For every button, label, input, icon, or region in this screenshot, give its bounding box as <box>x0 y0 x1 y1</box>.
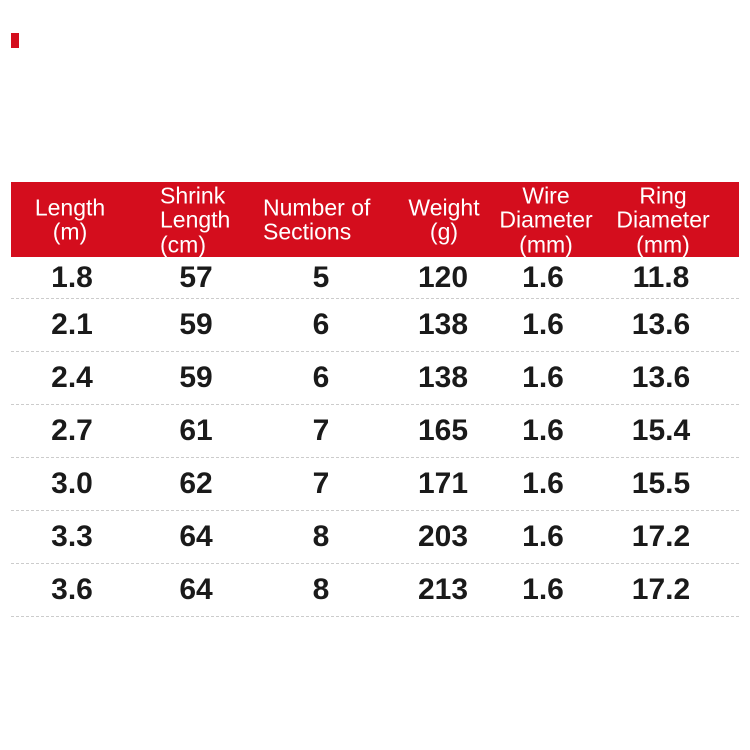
ring-diameter-cell: 17.2 <box>631 573 691 606</box>
weight-cell: 213 <box>417 573 469 606</box>
wire-diameter-cell: 1.6 <box>522 308 564 341</box>
ring-diameter-cell: 15.5 <box>631 467 691 500</box>
header-line: Diameter <box>616 206 710 233</box>
sections-cell: 6 <box>312 361 330 394</box>
header-line: (m) <box>52 218 88 245</box>
table-body: 1.8 57 5 120 1.6 11.8 2.1 59 6 138 1.6 1… <box>11 257 739 617</box>
wire-diameter-cell: 1.6 <box>522 361 564 394</box>
wire-diameter-cell: 1.6 <box>522 573 564 606</box>
header-line: Length <box>160 206 231 233</box>
table-row: 3.6 64 8 213 1.6 17.2 <box>11 564 739 617</box>
ring-diameter-cell: 17.2 <box>631 520 691 553</box>
table-row: 1.8 57 5 120 1.6 11.8 <box>11 257 739 299</box>
table-row: 2.4 59 6 138 1.6 13.6 <box>11 352 739 405</box>
weight-cell: 171 <box>417 467 469 500</box>
length-cell: 3.6 <box>51 573 93 606</box>
header-line: (cm) <box>160 230 206 257</box>
shrink-length-cell: 64 <box>179 520 213 553</box>
sections-cell: 7 <box>312 414 330 447</box>
weight-cell: 138 <box>417 361 469 394</box>
length-cell: 2.7 <box>51 414 93 447</box>
column-header-number-of-sections: Number of Sections <box>263 195 370 244</box>
header-line: Diameter <box>499 206 593 233</box>
weight-cell: 203 <box>417 520 469 553</box>
shrink-length-cell: 61 <box>179 414 213 447</box>
column-header-weight: Weight (g) <box>408 195 479 244</box>
wire-diameter-cell: 1.6 <box>522 260 564 294</box>
sections-cell: 7 <box>312 467 330 500</box>
weight-cell: 120 <box>417 260 469 294</box>
red-corner-mark <box>11 33 19 48</box>
ring-diameter-cell: 11.8 <box>632 260 690 294</box>
column-header-ring-diameter: Ring Diameter (mm) <box>616 183 709 257</box>
header-line: Ring <box>639 181 687 208</box>
ring-diameter-cell: 13.6 <box>631 361 691 394</box>
table-header: Length (m) Shrink Length (cm) Number of … <box>11 182 739 257</box>
wire-diameter-cell: 1.6 <box>522 467 564 500</box>
length-cell: 2.4 <box>51 361 93 394</box>
header-line: Shrink <box>160 181 226 208</box>
table-row: 3.3 64 8 203 1.6 17.2 <box>11 511 739 564</box>
table-row: 3.0 62 7 171 1.6 15.5 <box>11 458 739 511</box>
spec-table: Length (m) Shrink Length (cm) Number of … <box>11 182 739 617</box>
weight-cell: 165 <box>417 414 469 447</box>
length-cell: 2.1 <box>51 308 93 341</box>
header-line: Weight <box>408 194 480 220</box>
sections-cell: 6 <box>312 308 330 341</box>
ring-diameter-cell: 13.6 <box>631 308 691 341</box>
table-row: 2.1 59 6 138 1.6 13.6 <box>11 299 739 352</box>
header-line: (mm) <box>636 230 690 257</box>
header-line: Wire <box>522 181 570 208</box>
weight-cell: 138 <box>417 308 469 341</box>
wire-diameter-cell: 1.6 <box>522 414 564 447</box>
sections-cell: 5 <box>312 260 330 294</box>
shrink-length-cell: 57 <box>179 260 213 294</box>
wire-diameter-cell: 1.6 <box>522 520 564 553</box>
header-line: Length <box>34 194 106 220</box>
header-line: Number of <box>263 194 371 220</box>
sections-cell: 8 <box>312 573 330 606</box>
shrink-length-cell: 59 <box>179 361 213 394</box>
column-header-wire-diameter: Wire Diameter (mm) <box>499 183 592 257</box>
length-cell: 1.8 <box>51 260 93 294</box>
ring-diameter-cell: 15.4 <box>631 414 691 447</box>
length-cell: 3.0 <box>51 467 93 500</box>
shrink-length-cell: 64 <box>179 573 213 606</box>
header-line: (mm) <box>519 230 573 257</box>
table-row: 2.7 61 7 165 1.6 15.4 <box>11 405 739 458</box>
header-line: Sections <box>263 218 352 245</box>
column-header-shrink-length: Shrink Length (cm) <box>160 183 230 257</box>
column-header-length: Length (m) <box>35 195 105 244</box>
header-line: (g) <box>429 218 459 245</box>
length-cell: 3.3 <box>51 520 93 553</box>
shrink-length-cell: 62 <box>179 467 213 500</box>
sections-cell: 8 <box>312 520 330 553</box>
shrink-length-cell: 59 <box>179 308 213 341</box>
